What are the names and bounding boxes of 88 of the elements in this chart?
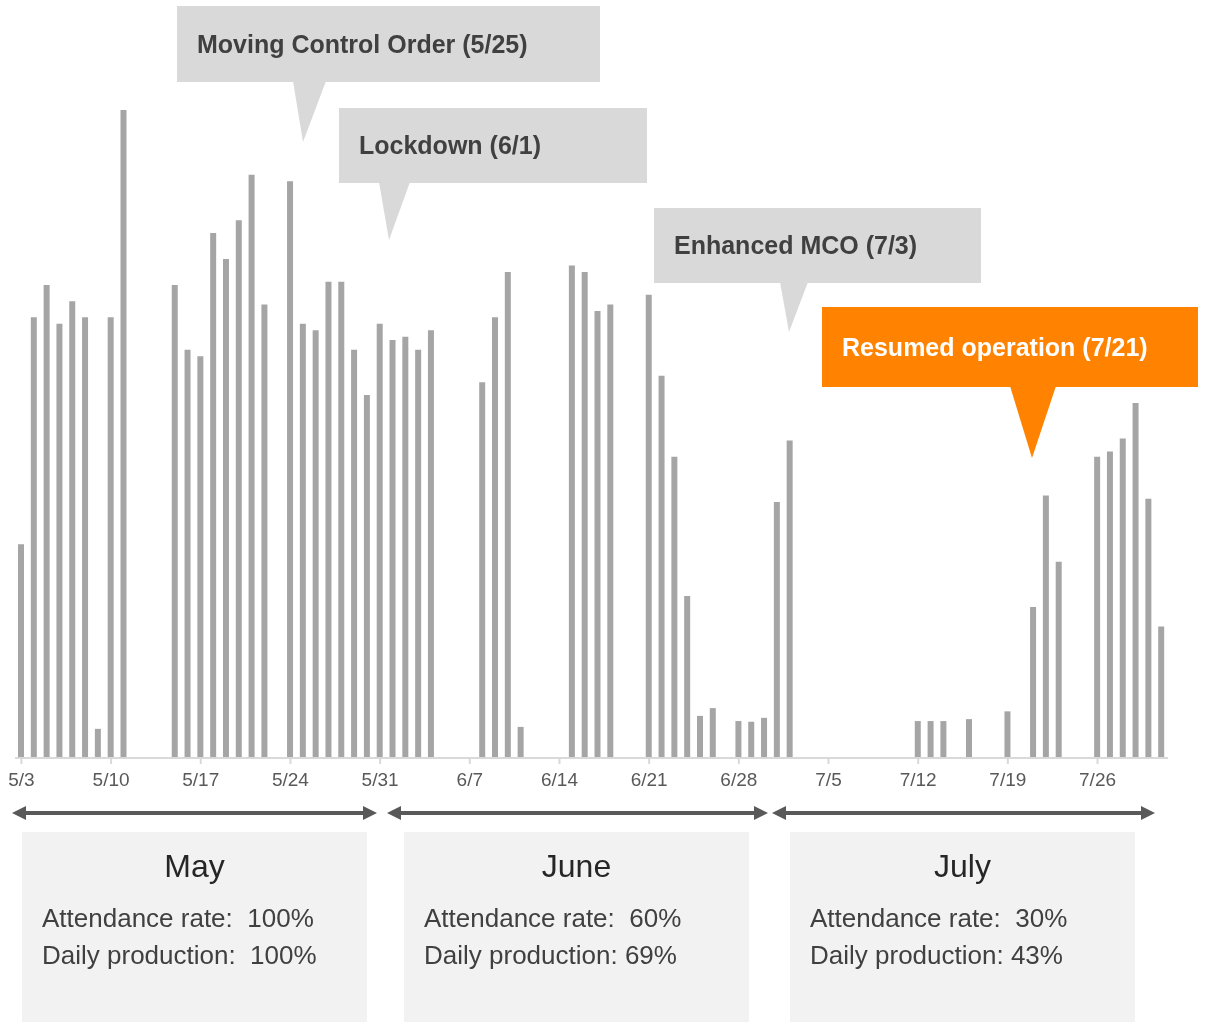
bar: [235, 220, 242, 758]
text: Daily production: 100%: [42, 940, 318, 971]
bar: [504, 272, 511, 758]
text: Daily production: 43%: [810, 940, 1064, 971]
bar: [171, 284, 178, 758]
text: Attendance rate: 60%: [424, 903, 683, 934]
x-tick-label: 6/28: [720, 769, 758, 790]
bar: [43, 284, 50, 758]
x-tick-label: 7/19: [989, 769, 1027, 790]
bar: [427, 330, 434, 758]
bar: [18, 544, 24, 758]
bar: [709, 708, 716, 758]
bar: [325, 281, 332, 758]
bar: [492, 317, 499, 758]
text: June: [540, 848, 613, 885]
bar: [940, 721, 947, 758]
bar: [184, 349, 191, 758]
bar: [735, 721, 742, 758]
bar: [914, 721, 921, 758]
text: May: [163, 848, 226, 885]
text: Attendance rate: 30%: [810, 903, 1069, 934]
bar: [69, 301, 76, 758]
bar: [287, 181, 294, 758]
x-tick-label: 5/31: [361, 769, 399, 790]
bar: [581, 272, 588, 758]
annotation: Resumed operation (7/21): [842, 332, 1148, 362]
bar: [1158, 626, 1165, 758]
bar: [82, 317, 89, 758]
bar: [402, 336, 409, 758]
x-tick-label: 5/10: [92, 769, 130, 790]
bar: [94, 728, 101, 758]
bar: [338, 281, 345, 758]
x-tick-label: 5/3: [8, 769, 35, 790]
bar: [312, 330, 319, 758]
bar: [568, 265, 575, 758]
bar: [1119, 438, 1126, 758]
text: Moving Control Order (5/25): [197, 29, 528, 59]
bar: [261, 304, 268, 758]
bar: [966, 719, 973, 758]
x-tick-label: 5/24: [271, 769, 310, 790]
bar: [786, 440, 793, 758]
bar: [197, 356, 204, 758]
bar: [222, 259, 229, 758]
bar: [773, 502, 780, 758]
bar: [1004, 711, 1011, 758]
bar: [927, 721, 934, 758]
x-tick-label: 7/26: [1079, 769, 1117, 790]
bar: [696, 715, 703, 758]
bar: [351, 349, 358, 758]
bar: [607, 304, 614, 758]
x-tick-label: 5/17: [182, 769, 220, 790]
bar: [594, 310, 601, 758]
bar: [517, 726, 524, 758]
bar: [1145, 498, 1152, 758]
bar: [748, 721, 755, 758]
bar: [107, 317, 114, 758]
bar: [1094, 456, 1101, 758]
text: Attendance rate: 100%: [42, 903, 315, 934]
x-tick-label: 6/21: [630, 769, 668, 790]
bar: [120, 110, 127, 758]
bar: [1030, 607, 1037, 758]
bar: [389, 340, 396, 758]
bar: [210, 233, 217, 758]
bar: [363, 395, 370, 758]
bar: [658, 375, 665, 758]
bar: [671, 456, 678, 758]
bar: [1042, 495, 1049, 758]
bar: [761, 717, 768, 758]
annotation: Enhanced MCO (7/3): [674, 231, 918, 260]
text: July: [933, 848, 992, 885]
bar: [30, 317, 37, 758]
bar: [376, 323, 383, 758]
x-tick-label: 6/14: [540, 769, 579, 790]
bar: [645, 294, 652, 758]
x-tick-label: 6/7: [456, 769, 484, 790]
bar: [299, 323, 306, 758]
bar: [415, 349, 422, 758]
bar: [479, 382, 486, 758]
bar: [56, 323, 63, 758]
x-tick-label: 7/5: [815, 769, 842, 790]
bar: [248, 174, 255, 758]
text: Daily production: 69%: [424, 940, 678, 971]
x-tick-label: 7/12: [899, 769, 937, 790]
bar: [1055, 561, 1062, 758]
annotation: Lockdown (6/1): [359, 131, 541, 160]
bar: [1132, 402, 1139, 758]
bar: [684, 596, 691, 758]
bar: [1106, 451, 1113, 758]
